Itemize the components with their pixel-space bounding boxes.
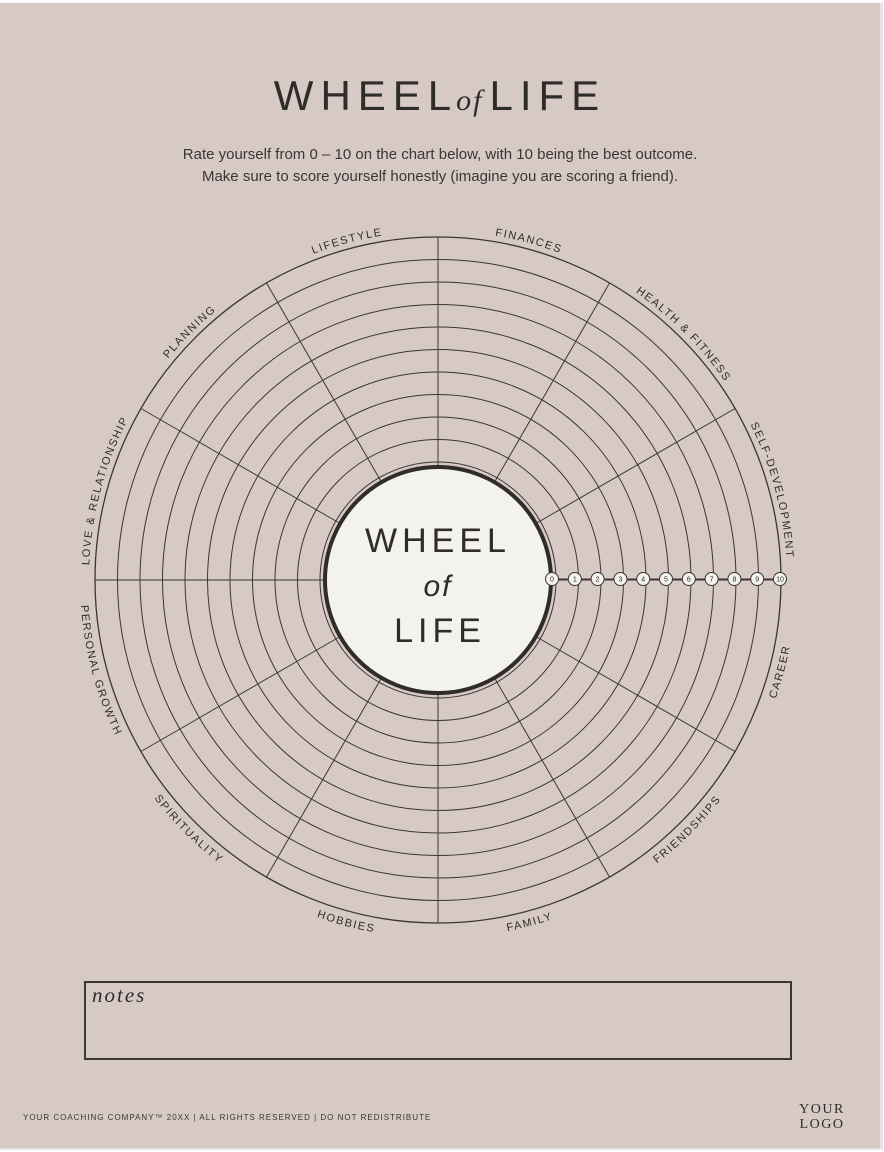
category-label: PLANNING (161, 303, 219, 361)
scale-marker: 5 (659, 572, 673, 586)
scale-marker-label: 10 (776, 577, 784, 584)
instructions-line-1: Rate yourself from 0 – 10 on the chart b… (182, 146, 698, 163)
scale-marker: 3 (613, 572, 628, 586)
scale-marker-label: 1 (573, 577, 577, 584)
scale-marker-label: 9 (755, 577, 759, 584)
page-title: WHEELof LIFE (0, 72, 880, 120)
logo-placeholder: YOUR LOGO (790, 1102, 854, 1132)
scale-marker-label: 2 (596, 577, 600, 584)
category-label: SPIRITUALITY (152, 793, 226, 867)
center-text-wheel: WHEEL (365, 522, 511, 560)
category-divider (266, 282, 382, 483)
center-text-of: of (423, 570, 453, 603)
scale-marker-circle (567, 572, 582, 586)
category-divider (535, 636, 736, 752)
scale-marker: 0 (545, 572, 559, 586)
category-label: SELF-DEVELOPMENT (748, 420, 796, 558)
category-label: FRIENDSHIPS (651, 793, 724, 866)
category-dividers (95, 237, 781, 923)
category-label: CAREER (767, 644, 793, 700)
logo-line-2: LOGO (799, 1117, 845, 1132)
scale-marker-circle (659, 572, 673, 586)
scale-marker-label: 3 (618, 577, 622, 584)
title-life: LIFE (489, 72, 607, 119)
instructions-line-2: Make sure to score yourself honestly (im… (201, 168, 679, 185)
scale-marker: 10 (773, 572, 787, 586)
scale-marker: 9 (750, 572, 765, 586)
footer-copyright: YOUR COACHING COMPANY™ 20XX | ALL RIGHTS… (23, 1113, 432, 1122)
scale-marker: 2 (590, 572, 605, 586)
scale-marker: 8 (727, 572, 742, 586)
notes-box[interactable]: notes (84, 981, 792, 1060)
scale-marker-circle (636, 572, 651, 586)
logo-line-1: YOUR (799, 1102, 845, 1117)
scale-marker-circle (750, 572, 765, 586)
score-scale: 0 1 2 3 4 5 6 7 8 9 10 (545, 572, 787, 586)
scale-marker: 6 (681, 572, 696, 586)
category-label: HOBBIES (316, 908, 377, 935)
scale-marker-circle (590, 572, 605, 586)
title-of: of (456, 84, 484, 117)
instructions: Rate yourself from 0 – 10 on the chart b… (0, 144, 880, 188)
wheel-center: WHEEL of LIFE (323, 465, 553, 695)
scale-marker-label: 8 (732, 577, 736, 584)
category-divider (494, 282, 610, 483)
scale-marker-label: 6 (687, 577, 691, 584)
title-wheel: WHEEL (273, 72, 459, 119)
scale-marker-label: 5 (664, 577, 668, 584)
category-label: FINANCES (494, 227, 564, 256)
scale-marker-label: 4 (641, 577, 645, 584)
category-divider (494, 677, 610, 878)
scale-marker-label: 7 (710, 577, 714, 584)
category-label: LIFESTYLE (310, 226, 384, 256)
scale-marker-circle (727, 572, 742, 586)
scale-marker: 7 (704, 572, 719, 586)
scale-marker-circle (681, 572, 696, 586)
scale-marker-circle (613, 572, 628, 586)
scale-marker: 4 (636, 572, 651, 586)
center-text-life: LIFE (394, 612, 486, 650)
notes-label: notes (92, 983, 147, 1007)
scale-marker: 1 (567, 572, 582, 586)
category-divider (535, 408, 736, 524)
category-label: FAMILY (505, 910, 554, 934)
scale-marker-circle (773, 572, 787, 586)
category-divider (266, 677, 382, 878)
category-label: PERSONAL GROWTH (78, 605, 124, 738)
scale-marker-circle (704, 572, 719, 586)
category-divider (140, 408, 341, 524)
category-label: LOVE & RELATIONSHIP (80, 414, 131, 565)
scale-marker-circle (545, 572, 559, 586)
scale-marker-label: 0 (550, 577, 554, 584)
category-divider (140, 636, 341, 752)
